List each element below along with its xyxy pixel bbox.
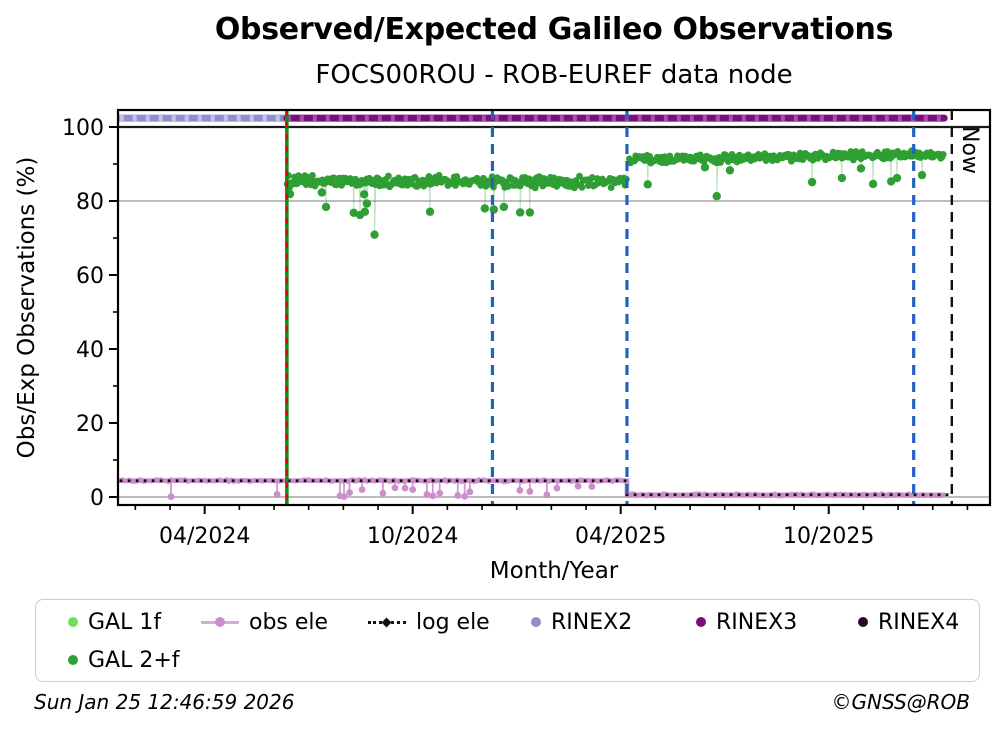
legend-label: log ele [416,609,490,635]
gal-2pf-series [283,147,947,239]
axis-ticks: 04/2024 10/2024 04/2025 10/2025 0 20 40 60 80 100 [62,116,969,549]
svg-text:40: 40 [76,338,104,363]
log-ele-marker-icon [368,617,406,628]
gal-2-f-marker-icon [68,655,78,665]
svg-text:04/2025: 04/2025 [575,524,666,549]
now-label: Now [957,126,982,174]
legend-item-rinex3: RINEX3 [696,608,797,636]
chart-subtitle: FOCS00ROU - ROB-EUREF data node [315,60,793,90]
svg-text:04/2024: 04/2024 [159,524,250,549]
legend-item-log-ele: log ele [368,608,490,636]
copyright-text: ©GNSS@ROB [831,690,971,714]
legend-label: obs ele [249,609,329,635]
svg-text:10/2025: 10/2025 [783,524,874,549]
log-ele-line [119,479,952,497]
chart-title: Observed/Expected Galileo Observations [214,12,894,47]
svg-text:10/2024: 10/2024 [367,524,458,549]
gal-1f-marker-icon [68,617,78,627]
x-axis-label: Month/Year [490,558,619,584]
svg-text:100: 100 [62,116,104,141]
legend-label: RINEX2 [551,609,633,635]
rinex2-marker-icon [531,617,541,627]
svg-text:0: 0 [90,486,104,511]
svg-text:20: 20 [76,412,104,437]
legend-item-obs-ele: obs ele [201,608,328,636]
legend: GAL 1f GAL 2+f obs ele log ele RINEX2 RINEX3 R… [35,599,980,682]
plot-border [116,108,992,507]
timestamp-text: Sun Jan 25 12:46:59 2026 [34,690,295,714]
legend-item-gal-1f: GAL 1f [68,608,161,636]
legend-item-rinex4: RINEX4 [858,608,959,636]
legend-label: RINEX4 [878,609,960,635]
obs-ele-marker-icon [201,617,239,627]
chart-canvas: Now 04/2024 10/2024 04/2025 10/2025 0 20 40 60 80… [14,108,992,584]
rinex4-marker-icon [858,617,868,627]
legend-item-rinex2: RINEX2 [531,608,632,636]
legend-label: GAL 1f [88,609,162,635]
y-axis-label: Obs/Exp Observations (%) [14,157,40,459]
rinex3-marker-icon [696,617,706,627]
svg-text:60: 60 [76,264,104,289]
event-lines: Now [285,110,982,505]
legend-item-gal-2-f: GAL 2+f [68,646,180,674]
legend-label: RINEX3 [716,609,798,635]
data-layer [118,114,952,501]
svg-text:80: 80 [76,190,104,215]
legend-label: GAL 2+f [88,647,180,673]
